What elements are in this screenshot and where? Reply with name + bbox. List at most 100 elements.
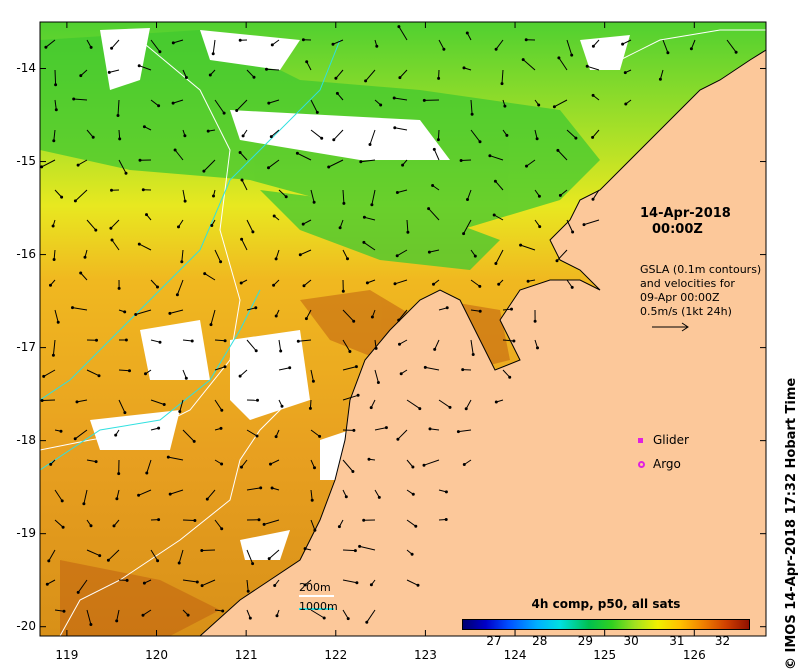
velocity-arrow (406, 519, 417, 527)
velocity-arrow-head (255, 434, 259, 438)
velocity-arrow-head (397, 25, 401, 29)
velocity-arrow-head (379, 103, 383, 107)
velocity-arrow-head (585, 64, 589, 68)
velocity-arrow-head (428, 427, 432, 431)
velocity-arrow-head (304, 317, 308, 321)
velocity-arrow (268, 99, 280, 104)
velocity-arrow (246, 69, 255, 78)
velocity-arrow-head (362, 215, 366, 219)
velocity-arrow (176, 279, 184, 295)
velocity-arrow (425, 366, 440, 371)
velocity-arrow-head (362, 240, 366, 244)
velocity-arrow-head (536, 346, 539, 350)
contour-200m-label: 200m (299, 581, 331, 594)
velocity-arrow-head (327, 165, 331, 169)
velocity-arrow-head (137, 242, 141, 246)
velocity-arrow (364, 216, 376, 221)
velocity-arrow-head (158, 50, 162, 54)
velocity-arrow (566, 219, 574, 233)
velocity-arrow-head (89, 623, 93, 626)
velocity-arrow (201, 549, 216, 551)
velocity-arrow (278, 367, 290, 371)
velocity-arrow-head (76, 163, 80, 167)
velocity-arrow (41, 159, 56, 168)
contour-1000m (40, 39, 341, 471)
velocity-arrow-head (431, 184, 435, 187)
velocity-arrow (43, 369, 56, 377)
velocity-arrow (182, 339, 193, 342)
velocity-arrow (111, 39, 120, 49)
velocity-arrow-head (40, 165, 44, 169)
velocity-arrow-head (61, 525, 65, 529)
velocity-arrow (53, 129, 56, 141)
colorbar-tick-label: 27 (486, 634, 502, 648)
velocity-arrow (495, 39, 504, 50)
velocity-arrow (182, 429, 195, 442)
velocity-arrow (394, 279, 408, 285)
velocity-arrow-head (94, 228, 98, 232)
velocity-arrow-head (465, 31, 469, 35)
velocity-arrow-head (432, 147, 436, 151)
velocity-arrow (54, 99, 57, 110)
velocity-arrow (236, 99, 248, 111)
velocity-arrow-head (76, 590, 80, 594)
velocity-arrow-head (166, 455, 170, 459)
velocity-arrow (146, 459, 152, 474)
velocity-arrow (554, 99, 568, 108)
velocity-arrow-head (376, 381, 380, 384)
velocity-arrow-head (178, 410, 182, 413)
velocity-arrow-head (117, 286, 121, 290)
velocity-arrow (86, 549, 100, 557)
velocity-arrow-head (211, 52, 215, 56)
velocity-arrow (298, 339, 312, 342)
velocity-arrow-head (145, 471, 149, 475)
velocity-arrow (726, 39, 737, 53)
velocity-arrow-head (162, 403, 166, 406)
velocity-arrow-head (312, 200, 316, 204)
velocity-arrow-head (71, 306, 74, 310)
velocity-arrow (310, 519, 316, 531)
velocity-arrow (397, 429, 408, 440)
velocity-arrow-head (60, 195, 64, 199)
velocity-arrow-head (59, 429, 63, 433)
velocity-arrow-head (240, 178, 244, 182)
velocity-arrow (246, 307, 256, 311)
velocity-arrow-head (341, 289, 345, 293)
velocity-arrow-head (200, 549, 204, 552)
velocity-arrow-head (397, 318, 401, 322)
velocity-arrow-head (180, 260, 184, 264)
velocity-arrow-head (418, 407, 422, 411)
velocity-arrow-head (338, 226, 342, 230)
velocity-arrow (142, 609, 152, 616)
velocity-arrow-head (56, 320, 60, 324)
velocity-arrow-head (537, 194, 541, 198)
velocity-arrows (40, 25, 738, 626)
velocity-arrow-head (462, 232, 466, 236)
velocity-arrow (566, 129, 577, 139)
time-label: 00:00Z (652, 222, 703, 237)
velocity-arrow (470, 339, 474, 355)
velocity-arrow-head (658, 77, 662, 81)
velocity-arrow-head (384, 426, 388, 430)
velocity-arrow-head (45, 582, 49, 586)
velocity-arrow-head (107, 70, 111, 74)
velocity-arrow (406, 399, 421, 410)
velocity-arrow-head (353, 549, 357, 553)
lon-tick-label: 120 (145, 648, 168, 662)
glider-label: Glider (653, 433, 689, 447)
velocity-arrow-head (508, 375, 512, 379)
velocity-arrow-head (79, 271, 83, 275)
velocity-arrow-head (464, 407, 468, 411)
velocity-arrow-head (370, 315, 374, 319)
velocity-arrow (117, 99, 120, 116)
velocity-arrow-head (395, 191, 399, 194)
velocity-arrow (359, 545, 376, 551)
velocity-arrow-head (295, 151, 299, 155)
velocity-arrow (139, 243, 152, 251)
velocity-arrow-head (315, 110, 319, 114)
velocity-arrow (214, 249, 222, 263)
argo-label: Argo (653, 457, 681, 471)
velocity-arrow-head (571, 230, 575, 234)
velocity-arrow-head (238, 151, 242, 154)
velocity-arrow-head (623, 71, 627, 75)
